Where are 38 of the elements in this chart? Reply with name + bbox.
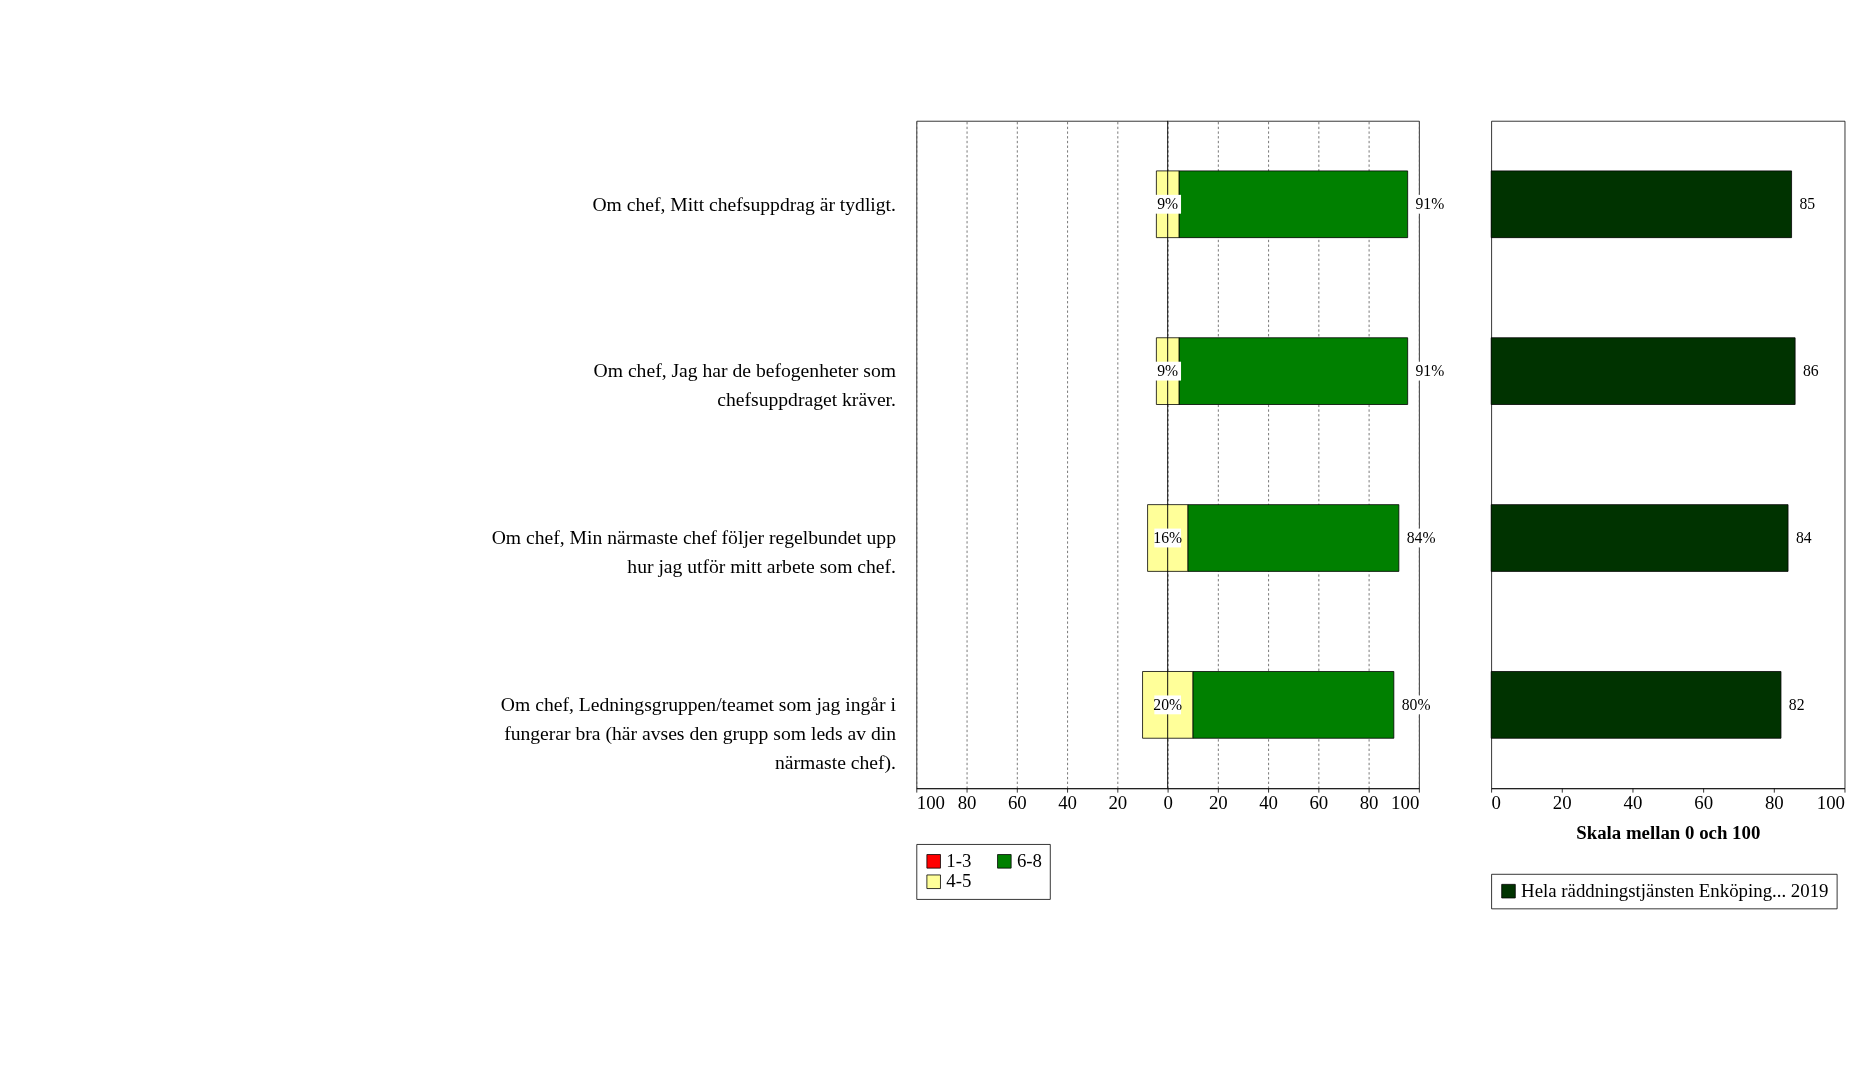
x-tick-label: 100	[916, 792, 946, 814]
y-tick-label: Om chef, Jag har de befogenheter som chefsuppdraget kräver.	[593, 360, 896, 411]
legend-label: 6-8	[1016, 849, 1043, 871]
x-tick-label: 60	[1007, 792, 1027, 814]
y-tick-label: Om chef, Ledningsgruppen/teamet som jag ingår i fungerar bra (här avses den grupp som leds av din närmaste chef).	[500, 694, 897, 775]
data-label: 84%	[1406, 528, 1436, 546]
data-label: 84	[1795, 528, 1812, 546]
data-label: 20%	[1153, 695, 1183, 713]
x-axis-title: Skala mellan 0 och 100	[1576, 821, 1761, 843]
data-label: 82	[1788, 695, 1805, 713]
data-label: 91%	[1415, 194, 1445, 212]
data-label: 9%	[1157, 194, 1179, 212]
data-label: 91%	[1415, 361, 1445, 379]
legend-label: Hela räddningstjänsten Enköping... 2019	[1521, 879, 1829, 901]
x-tick-label: 60	[1694, 792, 1714, 814]
x-tick-label: 0	[1163, 792, 1173, 814]
data-label: 86	[1802, 361, 1819, 379]
legend-label: 1-3	[946, 849, 972, 871]
x-tick-label: 20	[1552, 792, 1572, 814]
x-tick-label: 100	[1391, 792, 1420, 814]
data-label: 85	[1799, 194, 1816, 212]
x-tick-label: 40	[1259, 792, 1279, 814]
x-tick-label: 0	[1491, 792, 1502, 814]
y-tick-label: Om chef, Min närmaste chef följer regelbundet upp hur jag utför mitt arbete som chef.	[491, 527, 897, 578]
data-label: 80%	[1401, 695, 1431, 713]
legend-label: 4-5	[946, 870, 972, 892]
x-tick-label: 80	[1764, 792, 1784, 814]
data-label: 16%	[1153, 528, 1183, 546]
x-tick-label: 80	[1359, 792, 1379, 814]
x-tick-label: 40	[1623, 792, 1643, 814]
x-tick-label: 60	[1309, 792, 1329, 814]
x-tick-label: 20	[1208, 792, 1228, 814]
x-tick-label: 40	[1058, 792, 1077, 814]
y-tick-label: Om chef, Mitt chefsuppdrag är tydligt.	[592, 193, 896, 215]
data-label: 9%	[1157, 361, 1179, 379]
x-tick-label: 20	[1108, 792, 1128, 814]
x-tick-label: 100	[1816, 792, 1845, 814]
x-tick-label: 80	[957, 792, 977, 814]
